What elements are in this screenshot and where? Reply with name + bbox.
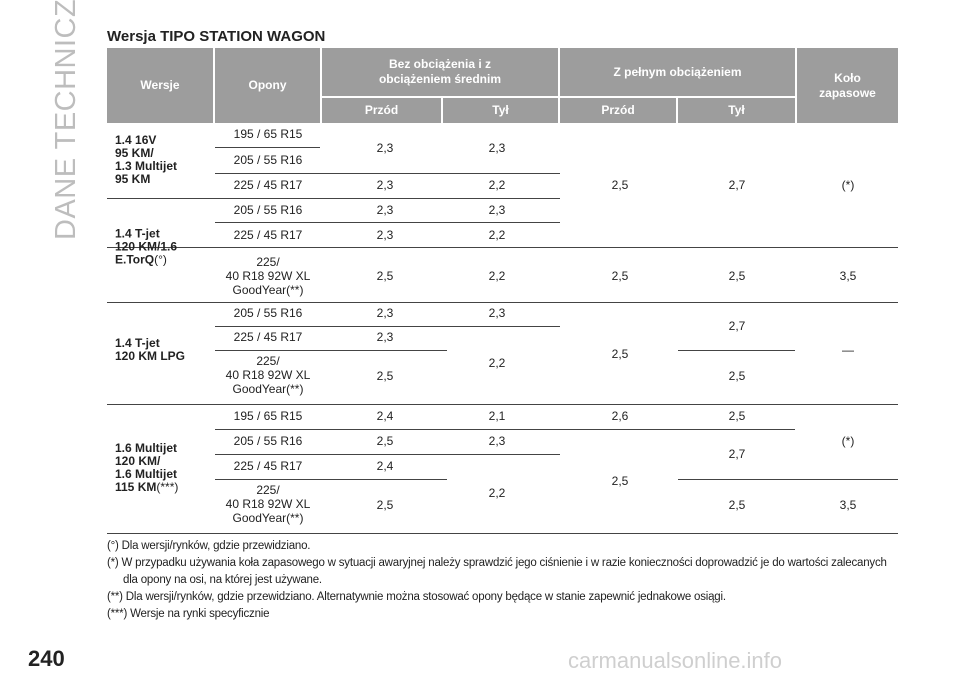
tyre-size: 195 / 65 R15 (233, 127, 303, 141)
tyre-note: (**) (286, 511, 304, 525)
pressure-value: 2,5 (611, 474, 629, 488)
pressure-value: 2,3 (488, 141, 506, 155)
note: (*) W przypadku używania koła zapasowego… (107, 557, 887, 586)
pressure-value: 2,6 (611, 409, 629, 423)
header-cell: Przód (560, 98, 676, 123)
version-label: 1.4 16V 95 KM/ 1.3 Multijet 95 KM (115, 134, 177, 186)
tyre-size: 225 / 45 R17 (233, 228, 303, 242)
tyre-size: 205 / 55 R16 (233, 434, 303, 448)
pressure-value: 2,3 (488, 306, 506, 320)
pressure-value: 2,3 (376, 203, 394, 217)
tyre-size: 225 / 45 R17 (233, 178, 303, 192)
pressure-value: 2,2 (488, 486, 506, 500)
version-label: 1.6 Multijet 120 KM/ 1.6 Multijet 115 KM… (115, 442, 178, 494)
pressure-value: 2,3 (376, 228, 394, 242)
pressure-value: 2,3 (376, 306, 394, 320)
tyre-size: 225 / 45 R17 (233, 459, 303, 473)
pressure-value: 2,1 (488, 409, 506, 423)
note: (**) Dla wersji/rynków, gdzie przewidzia… (107, 591, 726, 603)
header-cell: Opony (215, 48, 320, 123)
tyre-note: (**) (286, 283, 304, 297)
pressure-value: 2,2 (488, 228, 506, 242)
pressure-value: — (842, 343, 854, 357)
version-label: 1.4 T-jet 120 KM/1.6 E.TorQ(°) (115, 226, 178, 267)
pressure-value: 2,5 (376, 369, 394, 383)
tyre-size: 205 / 55 R16 (233, 306, 303, 320)
version-text: 1.4 16V 95 KM/ 1.3 Multijet 95 KM (115, 133, 178, 186)
pressure-value: 3,5 (839, 498, 857, 512)
tyre-size: 225/ 40 R18 92W XL GoodYear(**) (226, 483, 311, 525)
note: (***) Wersje na rynki specyficznie (107, 608, 270, 620)
pressure-value: 2,5 (376, 434, 394, 448)
tyre-size: 225 / 45 R17 (233, 330, 303, 344)
header-cell: Tył (443, 98, 558, 123)
tyre-size: 225/ 40 R18 92W XL GoodYear(**) (226, 354, 311, 396)
version-text: 1.4 T-jet 120 KM/1.6 E.TorQ (115, 226, 178, 267)
notes: (°) Dla wersji/rynków, gdzie przewidzian… (107, 538, 897, 623)
pressure-value: 2,3 (376, 330, 394, 344)
pressure-value: 2,3 (376, 178, 394, 192)
header-cell: Wersje (107, 48, 213, 123)
pressure-value: 2,5 (611, 269, 629, 283)
pressure-value: 2,5 (376, 269, 394, 283)
pressure-value: 2,7 (728, 319, 746, 333)
tyre-note: (**) (286, 382, 304, 396)
header-cell: Przód (322, 98, 441, 123)
tyre-size: 205 / 55 R16 (233, 203, 303, 217)
version-text: 1.6 Multijet 120 KM/ 1.6 Multijet 115 KM (115, 441, 178, 494)
pressure-value: 2,4 (376, 409, 394, 423)
pressure-value: 2,5 (376, 498, 394, 512)
pressure-value: 2,7 (728, 178, 746, 192)
pressure-value: 2,3 (488, 434, 506, 448)
pressure-value: 2,5 (728, 269, 746, 283)
tyre-size: 195 / 65 R15 (233, 409, 303, 423)
pressure-value: 2,3 (376, 141, 394, 155)
pressure-value: 2,5 (728, 409, 746, 423)
page-number: 240 (28, 646, 65, 671)
pressure-value: 2,2 (488, 269, 506, 283)
pressure-value: 2,7 (728, 447, 746, 461)
pressure-value: 2,5 (728, 369, 746, 383)
pressure-value: (*) (841, 178, 855, 192)
tyre-text: 225/ 40 R18 92W XL GoodYear (225, 354, 311, 396)
pressure-value: 2,5 (611, 178, 629, 192)
pressure-value: 2,2 (488, 178, 506, 192)
header-cell: Bez obciążenia i z obciążeniem średnim (322, 48, 558, 96)
pressure-value: 2,5 (728, 498, 746, 512)
pressure-value: 3,5 (839, 269, 857, 283)
header-cell: Tył (678, 98, 795, 123)
version-note: (***) (156, 480, 179, 494)
tyre-size: 225/ 40 R18 92W XL GoodYear(**) (226, 255, 311, 297)
header-cell: Z pełnym obciążeniem (560, 48, 795, 96)
pressure-value: (*) (841, 434, 855, 448)
version-text: 1.4 T-jet 120 KM LPG (115, 336, 186, 363)
pressure-value: 2,4 (376, 459, 394, 473)
version-label: 1.4 T-jet 120 KM LPG (115, 337, 185, 363)
tyre-size: 205 / 55 R16 (233, 153, 303, 167)
title: Wersja TIPO STATION WAGON (107, 28, 326, 45)
tyre-text: 225/ 40 R18 92W XL GoodYear (225, 483, 311, 525)
pressure-value: 2,3 (488, 203, 506, 217)
header-cell: Koło zapasowe (797, 48, 898, 123)
watermark: carmanualsonline.info (568, 648, 783, 673)
pressure-value: 2,5 (611, 347, 629, 361)
pressure-value: 2,2 (488, 356, 506, 370)
note: (°) Dla wersji/rynków, gdzie przewidzian… (107, 540, 311, 552)
version-note: (°) (154, 252, 167, 267)
tyre-text: 225/ 40 R18 92W XL GoodYear (225, 255, 311, 297)
